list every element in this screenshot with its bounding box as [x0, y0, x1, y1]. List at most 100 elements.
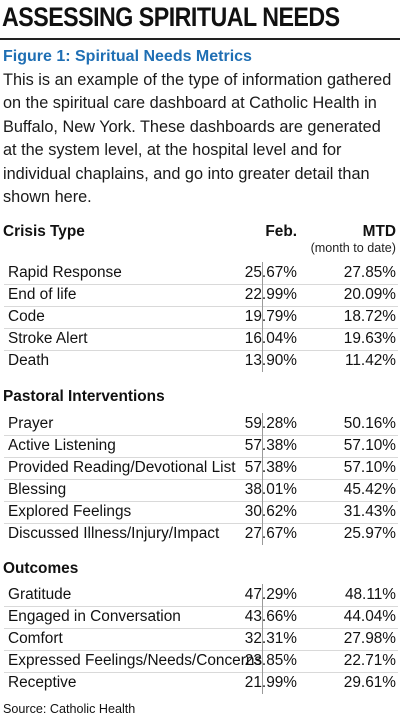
row-divider	[4, 328, 398, 329]
row-value-mtd: 31.43%	[343, 503, 396, 520]
column-divider	[262, 672, 263, 694]
section-title: Outcomes	[3, 560, 79, 577]
column-header-mtd-note: (month to date)	[310, 241, 396, 255]
row-value-mtd: 45.42%	[343, 481, 396, 498]
row-value-feb: 21.99%	[244, 674, 297, 691]
row-value-mtd: 57.10%	[343, 437, 396, 454]
row-label: Expressed Feelings/Needs/Concerns	[8, 652, 263, 669]
table-row: Prayer 59.28% 50.16%	[0, 413, 400, 436]
row-value-feb: 27.67%	[244, 525, 297, 542]
row-value-mtd: 57.10%	[343, 459, 396, 476]
table-row: Stroke Alert 16.04% 19.63%	[0, 328, 400, 351]
row-value-mtd: 11.42%	[344, 352, 396, 369]
row-value-feb: 47.29%	[244, 586, 297, 603]
table-row: Explored Feelings 30.62% 31.43%	[0, 501, 400, 524]
row-divider	[4, 523, 398, 524]
column-divider	[262, 413, 263, 435]
figure-title: Figure 1: Spiritual Needs Metrics	[3, 48, 252, 65]
row-value-mtd: 44.04%	[343, 608, 396, 625]
table-row: Death 13.90% 11.42%	[0, 350, 400, 372]
row-divider	[4, 606, 398, 607]
column-divider	[262, 501, 263, 523]
column-header-mtd: MTD	[362, 223, 396, 240]
row-label: Blessing	[8, 481, 67, 498]
row-divider	[4, 350, 398, 351]
row-label: Provided Reading/Devotional List	[8, 459, 236, 476]
table-row: Receptive 21.99% 29.61%	[0, 672, 400, 694]
column-divider	[262, 435, 263, 457]
row-label: Rapid Response	[8, 264, 122, 281]
row-value-feb: 22.99%	[244, 286, 297, 303]
table-row: Code 19.79% 18.72%	[0, 306, 400, 329]
figure-description: This is an example of the type of inform…	[3, 71, 392, 207]
row-value-mtd: 48.11%	[344, 586, 396, 603]
row-value-feb: 13.90%	[244, 352, 297, 369]
row-divider	[4, 479, 398, 480]
row-value-feb: 23.85%	[244, 652, 297, 669]
column-divider	[262, 457, 263, 479]
row-value-mtd: 18.72%	[343, 308, 396, 325]
column-divider	[262, 650, 263, 672]
row-label: Active Listening	[8, 437, 116, 454]
row-value-feb: 57.38%	[244, 459, 297, 476]
table-row: Blessing 38.01% 45.42%	[0, 479, 400, 502]
row-label: Gratitude	[8, 586, 72, 603]
section-title: Crisis Type	[3, 223, 85, 240]
row-label: Explored Feelings	[8, 503, 132, 520]
table-row: Expressed Feelings/Needs/Concerns 23.85%…	[0, 650, 400, 673]
row-value-feb: 38.01%	[244, 481, 297, 498]
column-divider	[262, 584, 263, 606]
row-label: Code	[8, 308, 45, 325]
row-divider	[4, 306, 398, 307]
heading-rule	[0, 38, 400, 40]
row-value-feb: 19.79%	[244, 308, 297, 325]
table-row: Gratitude 47.29% 48.11%	[0, 584, 400, 607]
row-value-mtd: 19.63%	[343, 330, 396, 347]
row-value-feb: 43.66%	[244, 608, 297, 625]
row-label: Prayer	[8, 415, 54, 432]
column-divider	[262, 479, 263, 501]
column-divider	[262, 628, 263, 650]
table-row: Active Listening 57.38% 57.10%	[0, 435, 400, 458]
table-row: Engaged in Conversation 43.66% 44.04%	[0, 606, 400, 629]
row-value-mtd: 27.98%	[343, 630, 396, 647]
row-divider	[4, 284, 398, 285]
row-value-mtd: 29.61%	[343, 674, 396, 691]
row-label: Stroke Alert	[8, 330, 88, 347]
row-divider	[4, 672, 398, 673]
row-value-mtd: 22.71%	[343, 652, 396, 669]
row-label: Engaged in Conversation	[8, 608, 181, 625]
row-value-feb: 32.31%	[244, 630, 297, 647]
column-divider	[262, 606, 263, 628]
row-value-feb: 16.04%	[244, 330, 297, 347]
row-divider	[4, 501, 398, 502]
column-header-feb: Feb.	[265, 223, 297, 240]
column-divider	[262, 306, 263, 328]
column-divider	[262, 350, 263, 372]
row-value-feb: 25.67%	[244, 264, 297, 281]
row-value-feb: 57.38%	[244, 437, 297, 454]
row-value-mtd: 25.97%	[343, 525, 396, 542]
row-divider	[4, 628, 398, 629]
row-value-mtd: 20.09%	[343, 286, 396, 303]
source-note: Source: Catholic Health	[3, 702, 136, 716]
row-label: Receptive	[8, 674, 77, 691]
row-label: End of life	[8, 286, 77, 303]
page-heading: ASSESSING SPIRITUAL NEEDS	[2, 2, 340, 32]
row-value-feb: 30.62%	[244, 503, 297, 520]
row-label: Discussed Illness/Injury/Impact	[8, 525, 220, 542]
column-divider	[262, 262, 263, 284]
table-row: Comfort 32.31% 27.98%	[0, 628, 400, 651]
row-label: Death	[8, 352, 50, 369]
column-divider	[262, 284, 263, 306]
row-divider	[4, 435, 398, 436]
table-row: Provided Reading/Devotional List 57.38% …	[0, 457, 400, 480]
table-row: Discussed Illness/Injury/Impact 27.67% 2…	[0, 523, 400, 545]
row-value-feb: 59.28%	[244, 415, 297, 432]
row-value-mtd: 50.16%	[343, 415, 396, 432]
row-divider	[4, 650, 398, 651]
table-row: End of life 22.99% 20.09%	[0, 284, 400, 307]
column-divider	[262, 523, 263, 545]
section-title: Pastoral Interventions	[3, 388, 165, 405]
